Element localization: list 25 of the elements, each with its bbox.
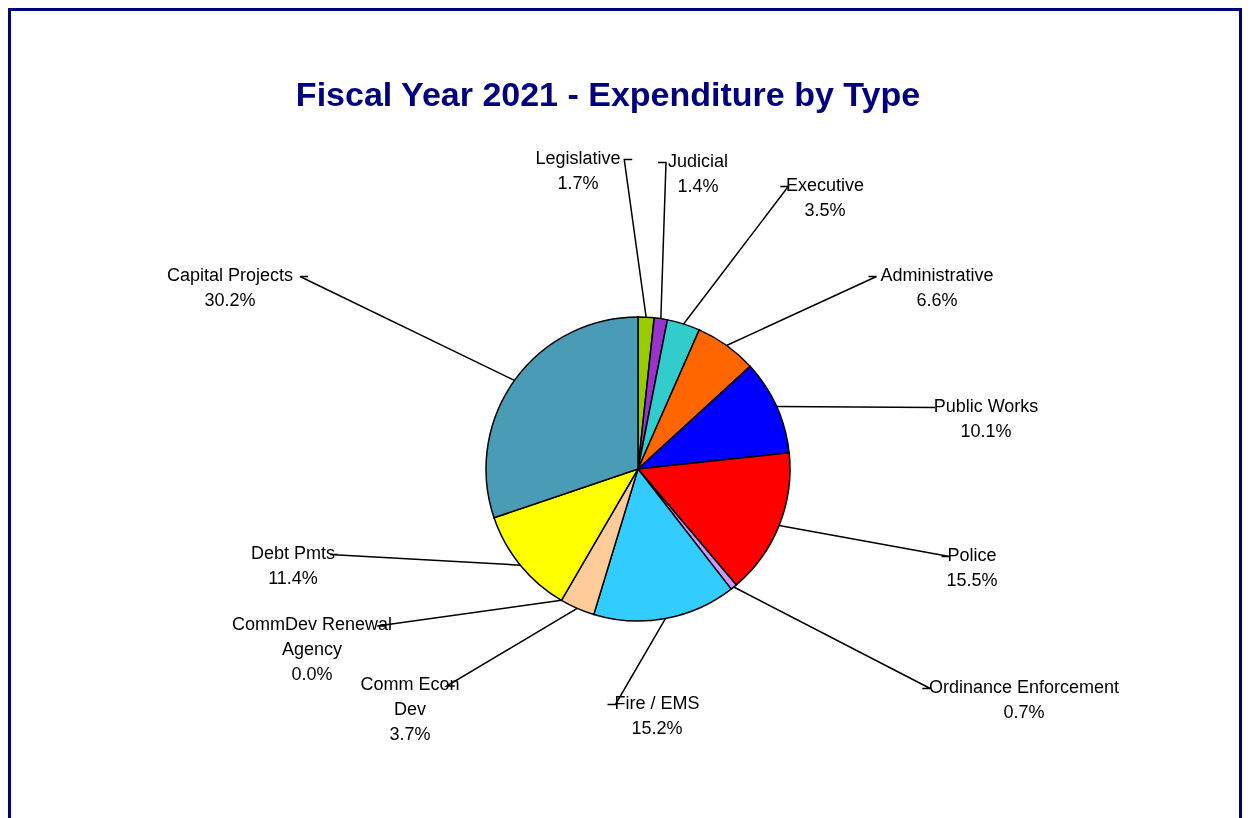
slice-label: Ordinance Enforcement [928, 676, 1120, 697]
data-label: 3.7% [389, 724, 431, 745]
chart-title: Fiscal Year 2021 - Expenditure by Type [295, 75, 921, 113]
data-label: 1.7% [557, 172, 599, 193]
slice-label: Capital Projects [166, 264, 294, 285]
data-label: 0.7% [1003, 701, 1045, 722]
data-label: 6.6% [916, 289, 958, 310]
data-label: 30.2% [204, 289, 256, 310]
slice-label: Comm Econ Dev [360, 674, 460, 720]
slice-label: Fire / EMS [614, 692, 700, 713]
category-label: CommDev Renewal Agency [231, 614, 393, 660]
data-label: 15.5% [946, 569, 998, 590]
slice-label: Police [947, 544, 997, 565]
data-label: 1.4% [677, 175, 719, 196]
data-label: 15.2% [631, 717, 683, 738]
slice-label: Executive [785, 174, 865, 195]
data-label: 10.1% [960, 420, 1012, 441]
data-label: 11.4% [268, 567, 318, 588]
slice-label: Judicial [667, 150, 729, 171]
text: 0.0% [291, 664, 333, 685]
slice-label: Debt Pmts [250, 542, 336, 563]
slice-label: Public Works [933, 395, 1039, 416]
data-label: 3.5% [804, 199, 846, 220]
slice-label: Administrative [880, 264, 994, 285]
slice-label: Legislative [535, 147, 621, 168]
